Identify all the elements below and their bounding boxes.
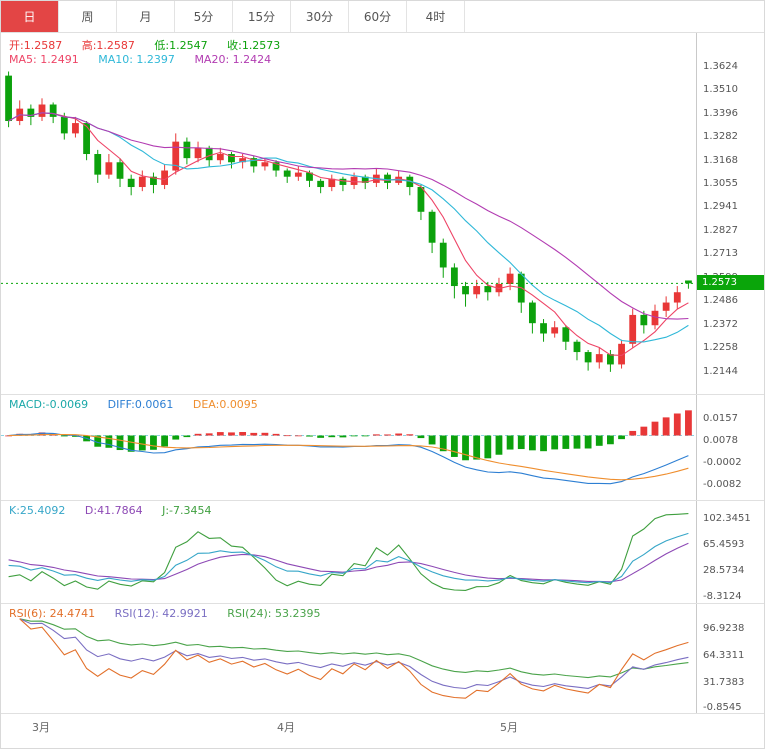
tab-30min[interactable]: 30分: [291, 1, 349, 32]
x-label-may: 5月: [500, 721, 518, 734]
price-tick: 1.2144: [703, 365, 738, 377]
macd-axis: 0.0157 0.0078 -0.0002 -0.0082: [696, 395, 764, 500]
y-axis-tick: -0.8545: [703, 702, 742, 713]
tab-4hour[interactable]: 4时: [407, 1, 465, 32]
ohlc-header: 开:1.2587 高:1.2587 低:1.2547 收:1.2573: [9, 37, 296, 53]
tab-60min[interactable]: 60分: [349, 1, 407, 32]
price-tick: 1.2827: [703, 224, 738, 236]
open-value: 开:1.2587: [9, 39, 63, 52]
close-value: 收:1.2573: [227, 39, 281, 52]
y-axis-tick: 0.0078: [703, 435, 738, 446]
macd-value: MACD:-0.0069: [9, 398, 89, 411]
y-axis-tick: 31.7383: [703, 677, 745, 688]
ma-header: MA5: 1.2491 MA10: 1.2397 MA20: 1.2424: [9, 53, 287, 66]
y-axis-tick: 96.9238: [703, 623, 745, 634]
tab-day[interactable]: 日: [1, 1, 59, 32]
tab-week[interactable]: 周: [59, 1, 117, 32]
rsi-panel: RSI(6): 24.4741 RSI(12): 42.9921 RSI(24)…: [1, 604, 764, 714]
d-value: D:41.7864: [84, 504, 143, 517]
y-axis-tick: 65.4593: [703, 539, 745, 550]
rsi-header: RSI(6): 24.4741 RSI(12): 42.9921 RSI(24)…: [9, 607, 336, 620]
tab-15min[interactable]: 15分: [233, 1, 291, 32]
x-label-april: 4月: [277, 721, 295, 734]
price-tick: 1.3510: [703, 84, 738, 96]
rsi12-value: RSI(12): 42.9921: [114, 607, 208, 620]
candlestick-panel: 开:1.2587 高:1.2587 低:1.2547 收:1.2573 MA5:…: [1, 33, 764, 395]
low-value: 低:1.2547: [154, 39, 208, 52]
price-tick: 1.2486: [703, 295, 738, 307]
y-axis-tick: 64.3311: [703, 650, 745, 661]
k-value: K:25.4092: [9, 504, 66, 517]
macd-chart[interactable]: [1, 395, 697, 500]
rsi-axis: 96.9238 64.3311 31.7383 -0.8545: [696, 604, 764, 713]
diff-value: DIFF:0.0061: [107, 398, 174, 411]
ma5-value: MA5: 1.2491: [9, 53, 79, 66]
tab-month[interactable]: 月: [117, 1, 175, 32]
price-tick: 1.3055: [703, 177, 738, 189]
candlestick-chart[interactable]: [1, 33, 697, 394]
price-tick: 1.2372: [703, 318, 738, 330]
y-axis-tick: -8.3124: [703, 591, 742, 602]
x-label-march: 3月: [32, 721, 50, 734]
price-tick: 1.3396: [703, 107, 738, 119]
y-axis-tick: -0.0082: [703, 479, 742, 490]
high-value: 高:1.2587: [81, 39, 135, 52]
time-axis: 3月 4月 5月: [1, 714, 764, 742]
tab-5min[interactable]: 5分: [175, 1, 233, 32]
kdj-header: K:25.4092 D:41.7864 J:-7.3454: [9, 504, 228, 517]
macd-panel: MACD:-0.0069 DIFF:0.0061 DEA:0.0095 0.01…: [1, 395, 764, 501]
rsi6-value: RSI(6): 24.4741: [9, 607, 96, 620]
y-axis-tick: 0.0157: [703, 413, 738, 424]
kdj-panel: K:25.4092 D:41.7864 J:-7.3454 102.3451 65…: [1, 501, 764, 604]
dea-value: DEA:0.0095: [192, 398, 258, 411]
price-tick: 1.3282: [703, 131, 738, 143]
price-tick: 1.3168: [703, 154, 738, 166]
price-tick: 1.2941: [703, 201, 738, 213]
ma20-value: MA20: 1.2424: [194, 53, 272, 66]
y-axis-tick: 102.3451: [703, 513, 751, 524]
rsi24-value: RSI(24): 53.2395: [227, 607, 321, 620]
j-value: J:-7.3454: [162, 504, 212, 517]
y-axis-tick: 28.5734: [703, 565, 745, 576]
last-price-badge: 1.2573: [697, 275, 764, 290]
price-tick: 1.3624: [703, 60, 738, 72]
y-axis-tick: -0.0002: [703, 457, 742, 468]
kdj-chart[interactable]: [1, 501, 697, 603]
candles-layer: [5, 71, 692, 372]
price-tick: 1.2258: [703, 342, 738, 354]
rsi-chart[interactable]: [1, 604, 697, 713]
price-tick: 1.2713: [703, 248, 738, 260]
price-axis: 1.3624 1.3510 1.3396 1.3282 1.3168 1.3055 1.29…: [696, 33, 764, 394]
period-toolbar: 日 周 月 5分 15分 30分 60分 4时: [1, 1, 764, 33]
ma10-value: MA10: 1.2397: [98, 53, 175, 66]
kdj-axis: 102.3451 65.4593 28.5734 -8.3124: [696, 501, 764, 603]
macd-header: MACD:-0.0069 DIFF:0.0061 DEA:0.0095: [9, 398, 274, 411]
macd-histogram-layer: [5, 410, 692, 461]
